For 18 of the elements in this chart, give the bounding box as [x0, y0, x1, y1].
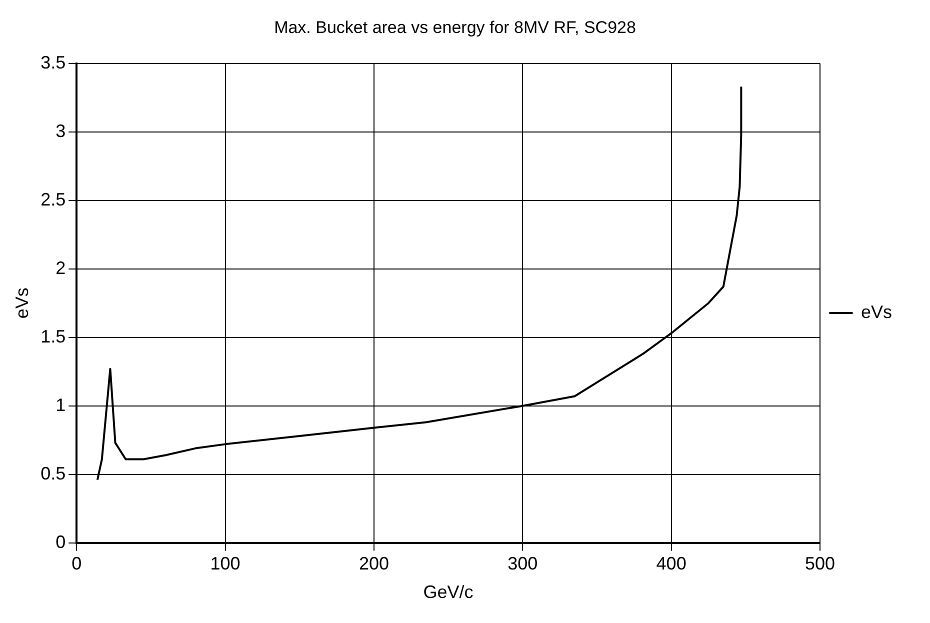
y-tick-label: 0 [56, 532, 66, 552]
y-tick-label: 2.5 [40, 189, 66, 210]
x-tick-label: 200 [358, 554, 389, 574]
legend-label: eVs [860, 302, 892, 322]
x-tick-label: 400 [656, 554, 686, 574]
x-axis-title: GeV/c [423, 582, 474, 602]
x-tick-label: 300 [508, 554, 538, 574]
x-tick-label: 0 [72, 554, 82, 574]
y-tick-label: 1.5 [40, 326, 66, 346]
x-tick-label: 100 [210, 554, 240, 574]
chart-title: Max. Bucket area vs energy for 8MV RF, SC928 [274, 18, 636, 37]
y-tick-label: 3 [56, 120, 66, 141]
y-tick-label: 0.5 [40, 463, 66, 484]
y-tick-label: 2 [56, 258, 66, 278]
y-tick-label: 3.5 [40, 52, 66, 72]
y-tick-label: 1 [56, 394, 66, 415]
y-axis-title: eVs [12, 288, 32, 319]
x-tick-label: 500 [804, 554, 836, 574]
